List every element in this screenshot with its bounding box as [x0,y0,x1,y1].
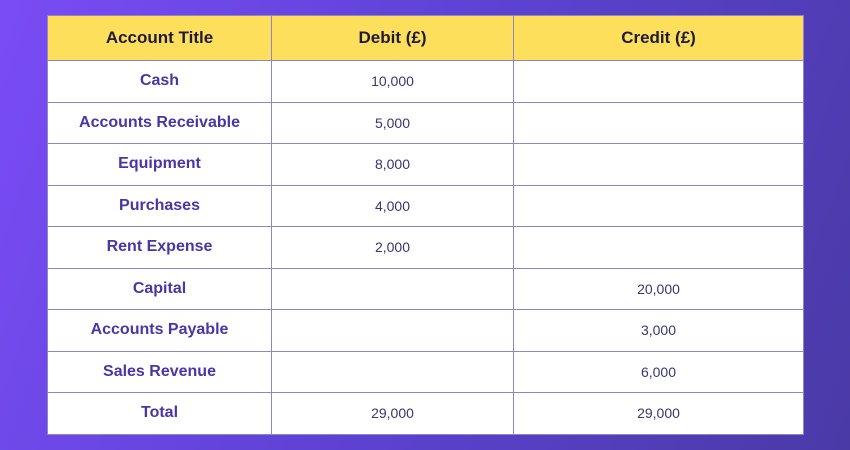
account-title-cell: Accounts Payable [47,309,272,352]
header-credit: Credit (£) [513,15,804,61]
account-title-cell: Sales Revenue [47,350,272,393]
trial-balance-table: Account Title Debit (£) Credit (£) Cash … [47,15,804,435]
debit-cell [271,267,514,310]
account-title-cell: Cash [47,60,272,103]
table-row: Cash 10,000 [47,60,804,103]
debit-cell: 5,000 [271,101,514,144]
debit-cell: 4,000 [271,184,514,227]
table-row: Accounts Receivable 5,000 [47,101,804,144]
total-row: Total 29,000 29,000 [47,392,804,435]
table-row: Capital 20,000 [47,267,804,310]
credit-cell: 3,000 [513,309,804,352]
debit-cell: 10,000 [271,60,514,103]
table-row: Purchases 4,000 [47,184,804,227]
account-title-cell: Capital [47,267,272,310]
credit-cell [513,60,804,103]
header-account-title: Account Title [47,15,272,61]
table-header-row: Account Title Debit (£) Credit (£) [47,15,804,61]
credit-cell [513,226,804,269]
credit-cell: 20,000 [513,267,804,310]
account-title-cell: Rent Expense [47,226,272,269]
credit-cell [513,184,804,227]
total-credit-cell: 29,000 [513,392,804,435]
credit-cell [513,101,804,144]
credit-cell [513,143,804,186]
table-row: Sales Revenue 6,000 [47,350,804,393]
debit-cell [271,309,514,352]
account-title-cell: Accounts Receivable [47,101,272,144]
total-label-cell: Total [47,392,272,435]
account-title-cell: Equipment [47,143,272,186]
table-row: Accounts Payable 3,000 [47,309,804,352]
total-debit-cell: 29,000 [271,392,514,435]
header-debit: Debit (£) [271,15,514,61]
debit-cell: 2,000 [271,226,514,269]
table-row: Rent Expense 2,000 [47,226,804,269]
table-row: Equipment 8,000 [47,143,804,186]
debit-cell [271,350,514,393]
trial-balance-table-container: Account Title Debit (£) Credit (£) Cash … [47,15,804,435]
credit-cell: 6,000 [513,350,804,393]
debit-cell: 8,000 [271,143,514,186]
account-title-cell: Purchases [47,184,272,227]
